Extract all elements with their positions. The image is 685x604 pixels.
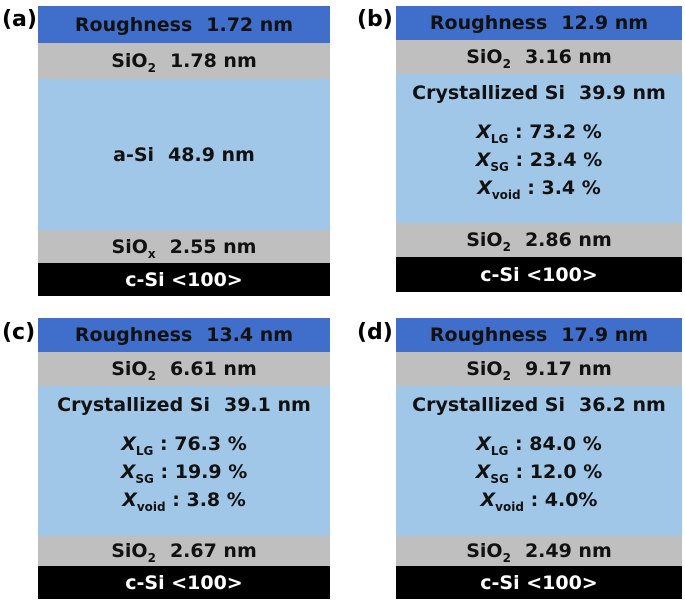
roughness-value: 13.4 nm <box>206 324 294 346</box>
panel-c-stack: Roughness 13.4 nm SiO2 6.61 nm Crystallize… <box>38 318 330 599</box>
fraction-void: Xvoid : 3.4 % <box>477 177 601 202</box>
substrate-label: c-Si <100> <box>125 571 243 594</box>
phase-fractions: XLG : 76.3 % XSG : 19.9 % Xvoid : 3.8 % <box>121 430 248 514</box>
oxide-thickness: 9.17 nm <box>524 358 612 380</box>
film-layer: Crystallized Si 39.9 nm XLG : 73.2 % XSG … <box>396 74 682 223</box>
bottom-oxide-layer: SiOx 2.55 nm <box>38 230 330 263</box>
roughness-layer: Roughness 1.72 nm <box>38 6 330 43</box>
panel-d-label: (d) <box>357 320 393 345</box>
fraction-void: Xvoid : 4.0% <box>480 489 598 514</box>
oxide-thickness: 1.78 nm <box>169 50 257 72</box>
roughness-label: Roughness <box>74 324 193 346</box>
film-layer: Crystallized Si 39.1 nm XLG : 76.3 % XSG … <box>38 386 330 536</box>
film-name: a-Si <box>113 143 155 166</box>
top-oxide-layer: SiO2 1.78 nm <box>38 43 330 79</box>
film-thickness: 36.2 nm <box>578 394 666 416</box>
oxide-name: SiO2 <box>111 540 156 565</box>
roughness-label: Roughness <box>429 12 548 34</box>
roughness-value: 17.9 nm <box>561 324 649 346</box>
panel-a-stack: Roughness 1.72 nm SiO2 1.78 nm a-Si 48.9 nm… <box>38 6 330 296</box>
panel-a-label: (a) <box>2 7 37 32</box>
roughness-layer: Roughness 13.4 nm <box>38 318 330 352</box>
oxide-name: SiO2 <box>111 50 156 75</box>
oxide-thickness: 2.86 nm <box>524 229 612 251</box>
fraction-void: Xvoid : 3.8 % <box>122 489 246 514</box>
bottom-oxide-layer: SiO2 2.86 nm <box>396 223 682 257</box>
substrate-layer: c-Si <100> <box>38 566 330 599</box>
oxide-name: SiO2 <box>466 540 511 565</box>
panel-b-label: (b) <box>357 7 393 32</box>
film-name: Crystallized Si <box>57 394 210 416</box>
panel-d-stack: Roughness 17.9 nm SiO2 9.17 nm Crystallize… <box>396 318 682 599</box>
phase-fractions: XLG : 84.0 % XSG : 12.0 % Xvoid : 4.0% <box>476 430 603 514</box>
oxide-thickness: 2.49 nm <box>524 540 612 562</box>
fraction-large-grain: XLG : 73.2 % <box>476 121 602 146</box>
oxide-thickness: 6.61 nm <box>169 358 257 380</box>
film-thickness: 48.9 nm <box>168 143 255 166</box>
substrate-label: c-Si <100> <box>480 571 598 594</box>
oxide-name: SiO2 <box>466 358 511 383</box>
roughness-value: 12.9 nm <box>561 12 649 34</box>
oxide-thickness: 3.16 nm <box>524 46 612 68</box>
top-oxide-layer: SiO2 6.61 nm <box>38 352 330 386</box>
substrate-layer: c-Si <100> <box>396 566 682 599</box>
roughness-label: Roughness <box>429 324 548 346</box>
phase-fractions: XLG : 73.2 % XSG : 23.4 % Xvoid : 3.4 % <box>476 118 603 202</box>
film-thickness: 39.1 nm <box>223 394 311 416</box>
substrate-label: c-Si <100> <box>125 268 243 291</box>
roughness-layer: Roughness 17.9 nm <box>396 318 682 352</box>
panel-c-label: (c) <box>2 320 36 345</box>
film-thickness: 39.9 nm <box>578 82 666 104</box>
bottom-oxide-layer: SiO2 2.67 nm <box>38 536 330 566</box>
film-name: Crystallized Si <box>412 82 565 104</box>
film-name: Crystallized Si <box>412 394 565 416</box>
top-oxide-layer: SiO2 9.17 nm <box>396 352 682 386</box>
top-oxide-layer: SiO2 3.16 nm <box>396 40 682 74</box>
film-layer: a-Si 48.9 nm <box>38 79 330 230</box>
oxide-name: SiO2 <box>466 229 511 254</box>
panel-b-stack: Roughness 12.9 nm SiO2 3.16 nm Crystallize… <box>396 6 682 292</box>
fraction-small-grain: XSG : 12.0 % <box>475 461 603 486</box>
roughness-layer: Roughness 12.9 nm <box>396 6 682 40</box>
substrate-layer: c-Si <100> <box>396 257 682 292</box>
roughness-value: 1.72 nm <box>206 13 294 36</box>
oxide-name: SiO2 <box>466 46 511 71</box>
oxide-name: SiO2 <box>111 358 156 383</box>
oxide-name: SiOx <box>111 235 156 261</box>
substrate-label: c-Si <100> <box>480 263 598 286</box>
fraction-large-grain: XLG : 76.3 % <box>121 433 247 458</box>
bottom-oxide-layer: SiO2 2.49 nm <box>396 536 682 566</box>
fraction-small-grain: XSG : 19.9 % <box>120 461 248 486</box>
fraction-small-grain: XSG : 23.4 % <box>475 149 603 174</box>
film-layer: Crystallized Si 36.2 nm XLG : 84.0 % XSG … <box>396 386 682 536</box>
oxide-thickness: 2.55 nm <box>169 235 257 258</box>
oxide-thickness: 2.67 nm <box>169 540 257 562</box>
roughness-label: Roughness <box>74 13 193 36</box>
substrate-layer: c-Si <100> <box>38 263 330 296</box>
fraction-large-grain: XLG : 84.0 % <box>476 433 602 458</box>
